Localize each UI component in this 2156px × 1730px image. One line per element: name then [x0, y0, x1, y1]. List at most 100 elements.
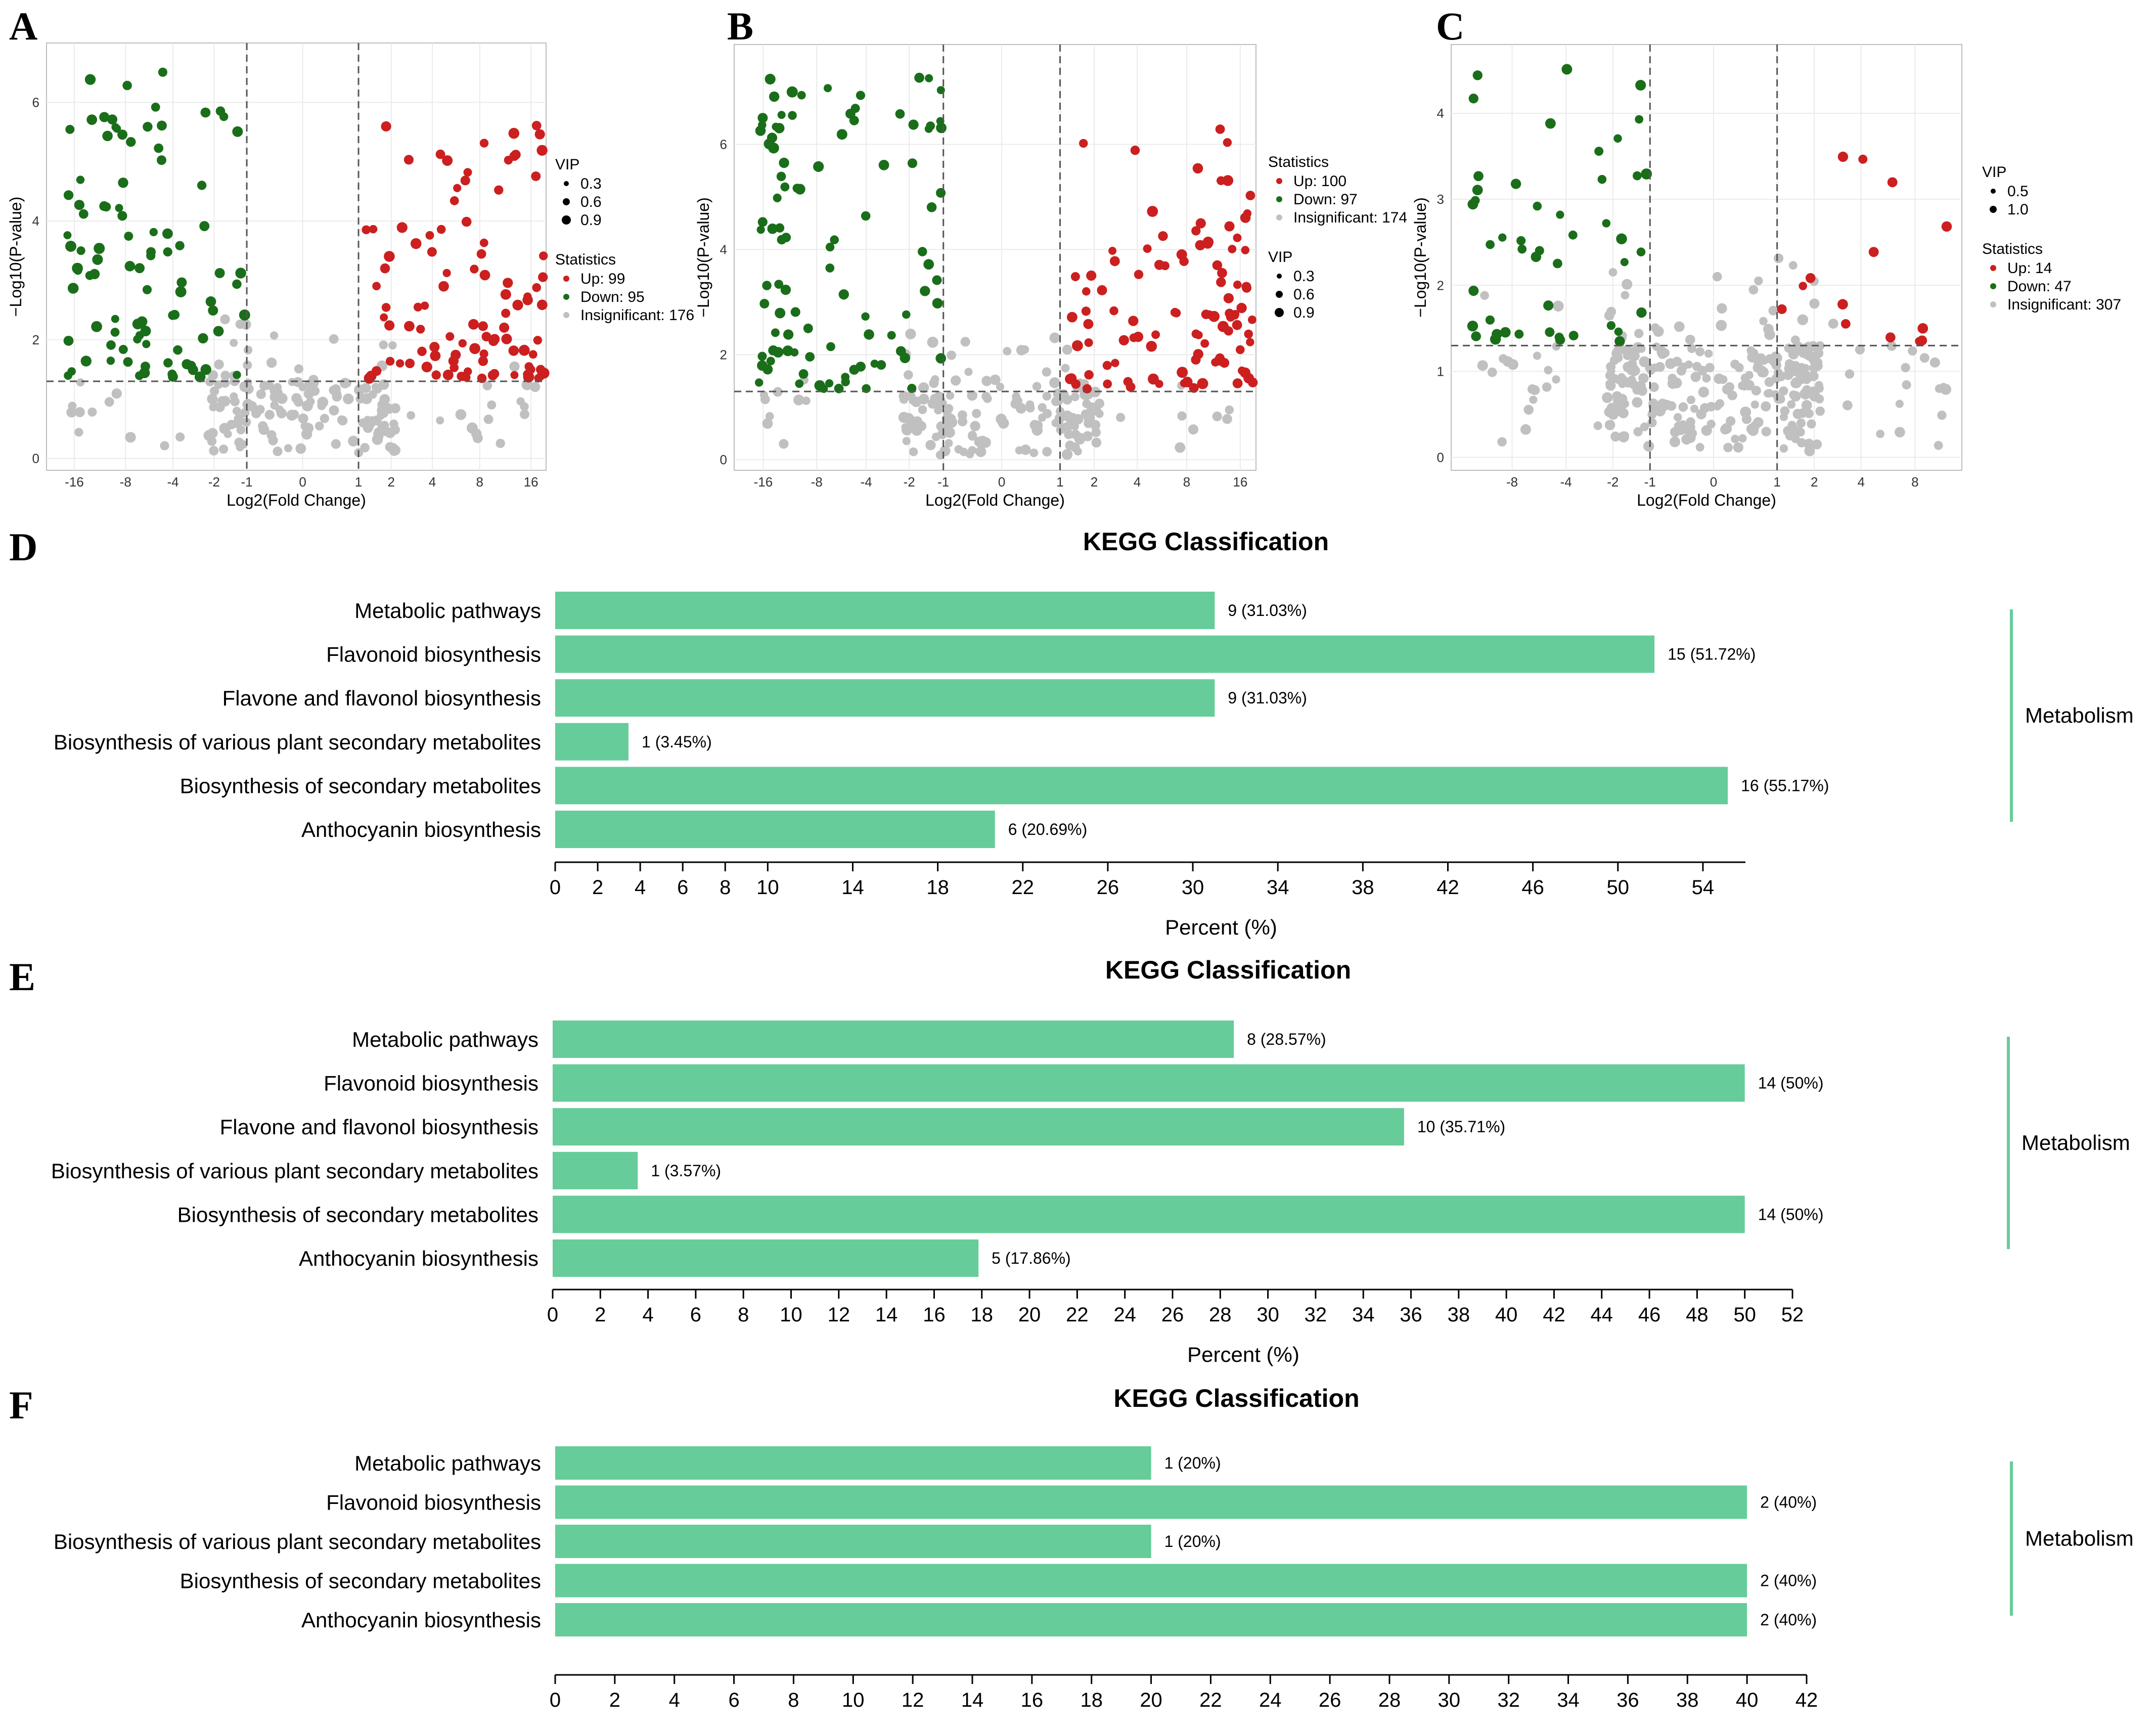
insignificant-point: [1784, 364, 1793, 373]
kegg-category-label: Flavonoid biosynthesis: [326, 643, 541, 667]
up-point: [1097, 285, 1107, 295]
down-point: [766, 357, 775, 366]
down-point: [1533, 201, 1542, 211]
up-point: [1189, 383, 1199, 393]
down-point: [1553, 258, 1562, 269]
up-point: [1109, 256, 1120, 267]
x-tick-label: -8: [1506, 474, 1518, 490]
insignificant-point: [1497, 437, 1507, 447]
insignificant-point: [482, 381, 492, 390]
kegg-category-label: Biosynthesis of secondary metabolites: [180, 774, 541, 797]
down-point: [772, 122, 780, 131]
up-point: [1143, 244, 1152, 253]
x-axis-label: Log2(Fold Change): [227, 491, 366, 509]
insignificant-point: [294, 397, 303, 407]
up-point: [1915, 337, 1923, 345]
x-tick-label: 46: [1521, 876, 1544, 899]
y-tick-label: 3: [1437, 192, 1444, 207]
kegg-value-label: 9 (31.03%): [1228, 689, 1307, 707]
insignificant-point: [1702, 374, 1711, 383]
insignificant-point: [74, 407, 85, 417]
down-point: [757, 113, 768, 123]
down-point: [163, 358, 173, 368]
insignificant-point: [1919, 353, 1929, 363]
insignificant-point: [927, 336, 938, 348]
insignificant-point: [1773, 253, 1784, 263]
up-point: [1868, 247, 1879, 257]
insignificant-point: [1764, 389, 1772, 398]
insignificant-point: [1828, 319, 1838, 329]
insignificant-point: [925, 439, 936, 451]
insignificant-point: [331, 384, 341, 394]
x-tick-label: 46: [1638, 1304, 1661, 1326]
up-point: [539, 251, 548, 260]
insignificant-point: [1530, 385, 1540, 395]
insignificant-point: [1716, 320, 1727, 331]
x-tick-label: -1: [1644, 474, 1656, 490]
up-point: [1147, 206, 1158, 217]
insignificant-point: [317, 401, 326, 411]
up-point: [442, 155, 453, 166]
insignificant-point: [1807, 419, 1816, 429]
x-tick-label: 26: [1319, 1689, 1341, 1711]
down-point: [63, 190, 74, 200]
insignificant-point: [1053, 388, 1064, 400]
x-tick-label: 38: [1352, 876, 1374, 899]
insignificant-point: [209, 386, 219, 396]
down-point: [902, 310, 911, 319]
down-point: [205, 296, 216, 307]
insignificant-point: [934, 392, 944, 402]
insignificant-point: [1797, 314, 1809, 326]
insignificant-point: [1696, 409, 1706, 420]
up-point: [1917, 323, 1928, 334]
down-point: [94, 243, 105, 254]
up-point: [1244, 329, 1253, 339]
up-point: [501, 333, 512, 344]
up-point: [1248, 315, 1256, 324]
insignificant-point: [1051, 419, 1060, 427]
x-tick-label: 22: [1066, 1304, 1089, 1326]
x-tick-label: -4: [861, 474, 872, 490]
down-point: [111, 315, 119, 323]
down-point: [1500, 327, 1511, 338]
down-point: [776, 171, 786, 182]
down-point: [1606, 321, 1616, 330]
down-point: [790, 348, 799, 357]
vip-legend-key: [1277, 274, 1282, 279]
up-point: [1079, 139, 1088, 148]
kegg-bar: [555, 635, 1655, 673]
up-point: [469, 343, 480, 354]
down-point: [106, 357, 115, 365]
kegg-category-label: Biosynthesis of secondary metabolites: [180, 1569, 541, 1593]
insignificant-point: [1669, 436, 1680, 448]
insignificant-point: [273, 447, 283, 457]
kegg-category-label: Flavonoid biosynthesis: [326, 1491, 541, 1515]
insignificant-point: [1618, 431, 1629, 442]
down-point: [175, 241, 185, 250]
up-point: [442, 369, 454, 380]
insignificant-point: [918, 393, 929, 405]
insignificant-point: [300, 422, 309, 431]
down-point: [1514, 329, 1524, 339]
x-tick-label: 20: [1140, 1689, 1162, 1711]
up-point: [442, 269, 451, 278]
down-point: [773, 193, 782, 202]
x-tick-label: 30: [1438, 1689, 1461, 1711]
up-point: [453, 184, 462, 192]
insignificant-point: [946, 417, 958, 428]
up-point: [1224, 221, 1235, 232]
down-point: [841, 377, 850, 386]
insignificant-point: [104, 397, 114, 407]
up-point: [1243, 209, 1252, 218]
insignificant-point: [466, 422, 478, 434]
insignificant-point: [66, 407, 77, 418]
x-tick-label: 50: [1607, 876, 1630, 899]
down-point: [139, 367, 150, 378]
up-point: [395, 359, 405, 368]
insignificant-point: [1787, 400, 1796, 409]
up-point: [384, 251, 395, 262]
kegg-bar: [555, 1446, 1151, 1480]
down-point: [826, 342, 835, 351]
insignificant-point: [1772, 352, 1782, 364]
insignificant-point: [368, 390, 377, 399]
